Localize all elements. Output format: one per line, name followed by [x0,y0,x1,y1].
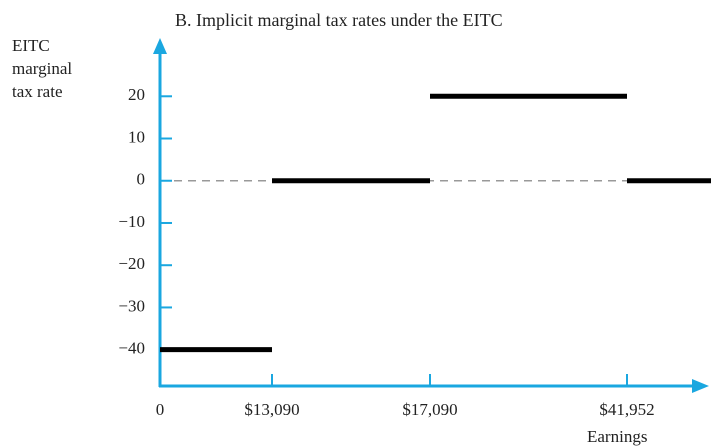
y-axis-label: marginal [12,59,72,78]
y-tick-label: −20 [118,254,145,273]
y-tick-label: 0 [137,170,146,189]
y-tick-label: 20 [128,85,145,104]
y-tick-label: −10 [118,212,145,231]
x-tick-label: 0 [156,400,165,419]
y-tick-label: 10 [128,127,145,146]
y-axis-arrow [153,38,167,54]
x-axis-arrow [692,379,709,393]
x-tick-label: $41,952 [599,400,654,419]
y-tick-label: −30 [118,296,145,315]
x-tick-label: $13,090 [244,400,299,419]
x-axis-label: Earnings [587,427,647,446]
y-tick-label: −40 [118,339,145,358]
chart-title: B. Implicit marginal tax rates under the… [175,10,503,30]
y-axis-label: tax rate [12,82,63,101]
y-axis-label: EITC [12,36,50,55]
x-tick-label: $17,090 [402,400,457,419]
